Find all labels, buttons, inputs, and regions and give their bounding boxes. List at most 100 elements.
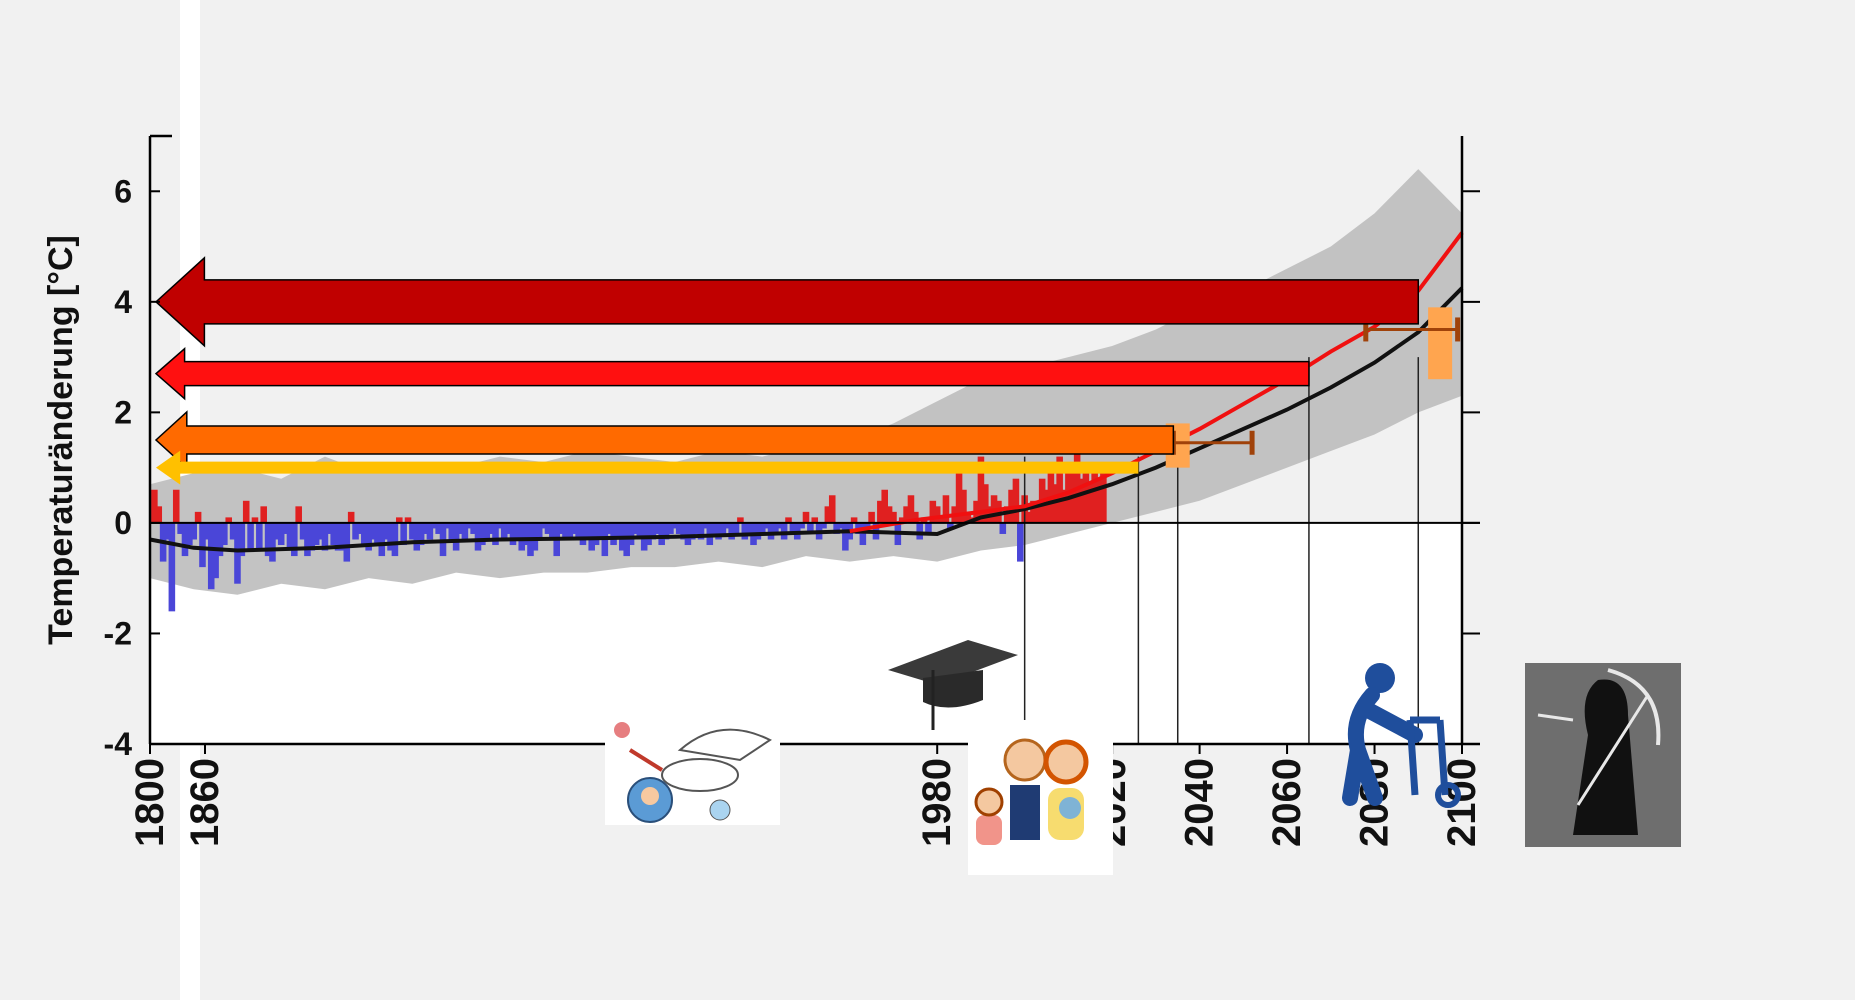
anomaly-bar — [942, 495, 950, 523]
elderly-walker-icon — [1342, 663, 1461, 808]
anomaly-bar — [654, 522, 661, 534]
anomaly-bar — [763, 522, 770, 529]
anomaly-bar — [400, 522, 407, 546]
girl-head — [974, 787, 1004, 817]
anomaly-bar — [702, 522, 709, 529]
anomaly-bar — [509, 522, 517, 546]
x-tick-label: 1980 — [915, 758, 959, 847]
graduation-cap-icon — [888, 640, 1018, 730]
anomaly-bar — [955, 473, 963, 523]
x-tick-label: 1860 — [183, 758, 227, 847]
anomaly-bar — [461, 522, 469, 540]
anomaly-bar — [505, 522, 512, 534]
x-tick-label: 1800 — [128, 758, 172, 847]
threshold-arrow — [154, 347, 1310, 401]
anomaly-bar — [242, 500, 250, 523]
range-band-layer — [150, 169, 1462, 595]
anomaly-bar — [295, 506, 302, 523]
anomaly-bar — [544, 522, 552, 534]
anomaly-bar — [605, 522, 613, 534]
threshold-arrow — [156, 450, 1139, 485]
anomaly-bar — [562, 522, 569, 540]
anomaly-bar — [404, 517, 412, 523]
anomaly-bar — [890, 511, 897, 523]
anomaly-bar — [715, 522, 722, 540]
anomaly-bar — [938, 517, 945, 523]
anomaly-bar — [859, 522, 867, 546]
anomaly-bar — [728, 522, 735, 540]
anomaly-bar — [496, 522, 504, 529]
uncertainty-layer — [1165, 307, 1461, 468]
anomaly-bar — [487, 522, 495, 534]
anomaly-bar — [317, 522, 324, 540]
anomaly-bar — [535, 522, 543, 540]
anomaly-bar — [1100, 467, 1107, 523]
pointing-hand — [1537, 713, 1574, 722]
anomaly-bar — [199, 522, 206, 568]
anomaly-bar — [426, 522, 434, 540]
anomaly-bar — [474, 522, 482, 551]
anomaly-bar — [741, 522, 749, 540]
anomaly-bar — [531, 522, 539, 551]
x-tick-label: 2040 — [1178, 758, 1222, 847]
person-body — [1342, 687, 1423, 806]
cap-crown — [923, 670, 983, 708]
anomaly-bar — [422, 522, 429, 534]
anomaly-bar — [912, 511, 919, 523]
anomaly-bar — [964, 511, 972, 523]
anomaly-bar — [907, 495, 915, 523]
anomaly-bar — [1060, 489, 1068, 523]
anomaly-bar — [1095, 478, 1103, 523]
anomaly-bar — [1086, 484, 1094, 523]
y-tick-label: -4 — [104, 726, 133, 762]
stork-baby-icon — [605, 705, 780, 825]
anomaly-bar — [352, 522, 359, 540]
rattle — [614, 722, 630, 738]
person-head — [1365, 663, 1395, 693]
anomaly-bar — [369, 522, 377, 540]
anomaly-bar — [658, 522, 665, 546]
anomaly-bar — [645, 522, 652, 546]
anomaly-bar — [177, 522, 184, 534]
anomaly-bar — [452, 522, 460, 551]
father-head — [1003, 738, 1047, 782]
anomaly-bar — [304, 522, 311, 557]
anomaly-bar — [833, 522, 840, 534]
anomaly-bar — [260, 506, 267, 523]
anomaly-bar — [382, 522, 390, 540]
anomaly-bar — [802, 511, 810, 523]
anomaly-bar — [947, 522, 954, 529]
anomaly-bar — [837, 522, 845, 529]
anomaly-bar — [960, 489, 967, 523]
anomaly-bar — [693, 522, 700, 534]
anomaly-bar — [627, 522, 635, 546]
anomaly-bar — [417, 522, 425, 546]
anomaly-bar — [982, 484, 989, 523]
threshold-arrows-layer — [154, 256, 1420, 485]
anomaly-bar — [299, 522, 307, 540]
anomaly-bar — [881, 489, 888, 523]
mother-head — [1043, 739, 1089, 785]
anomaly-bar — [492, 522, 499, 546]
anomaly-bar — [584, 522, 591, 540]
anomaly-bar — [592, 522, 600, 546]
anomaly-bar — [465, 522, 473, 529]
anomaly-bar — [824, 506, 832, 523]
anomaly-bar — [903, 506, 910, 523]
anomaly-bar — [282, 522, 289, 534]
anomaly-bar — [470, 522, 477, 534]
anomaly-bar — [570, 522, 578, 534]
anomaly-bar — [435, 522, 442, 534]
anomaly-bar — [868, 511, 875, 523]
anomaly-bar — [194, 511, 202, 523]
anomaly-bar — [885, 506, 893, 523]
anomaly-bar — [1091, 473, 1098, 523]
anomaly-bar — [995, 500, 1002, 523]
anomaly-bar — [811, 517, 819, 523]
walker-wheel — [1435, 782, 1461, 808]
anomaly-bar — [1078, 478, 1085, 523]
anomaly-bar — [361, 522, 368, 546]
anomaly-bar — [203, 522, 211, 540]
stork-beak — [628, 748, 664, 772]
